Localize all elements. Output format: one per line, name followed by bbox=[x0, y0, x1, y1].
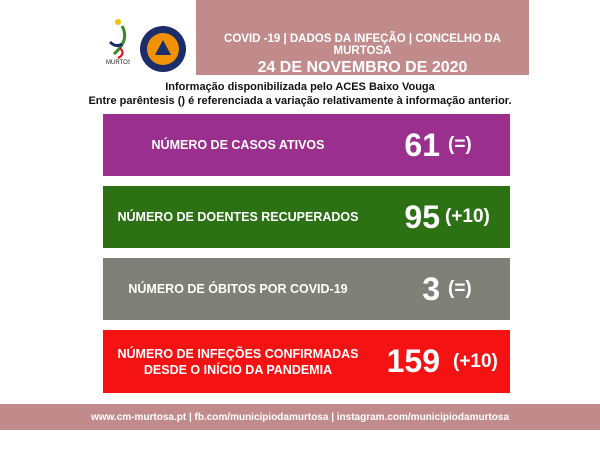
stat-active-cases: NÚMERO DE CASOS ATIVOS 61 (=) bbox=[103, 114, 510, 176]
info-source: Informação disponibilizada pelo ACES Bai… bbox=[165, 81, 435, 93]
stat-recovered: NÚMERO DE DOENTES RECUPERADOS 95 (+10) bbox=[103, 186, 510, 248]
stat-change: (=) bbox=[448, 278, 472, 299]
stat-change: (=) bbox=[448, 134, 472, 155]
stat-value: 3 bbox=[422, 270, 440, 307]
info-note: Entre parêntesis () é referenciada a var… bbox=[88, 95, 512, 107]
civil-protection-logo bbox=[140, 26, 186, 72]
info-text: Informação disponibilizada pelo ACES Bai… bbox=[0, 80, 600, 108]
stat-value: 95 bbox=[404, 198, 440, 235]
stat-label: NÚMERO DE ÓBITOS POR COVID-19 bbox=[128, 282, 348, 296]
murtosa-logo: MURTOSA bbox=[106, 19, 130, 66]
header-date: 24 DE NOVEMBRO DE 2020 bbox=[257, 59, 468, 76]
stat-deaths: NÚMERO DE ÓBITOS POR COVID-19 3 (=) bbox=[103, 258, 510, 320]
stat-change: (+10) bbox=[445, 206, 490, 227]
stat-change: (+10) bbox=[453, 350, 498, 372]
stat-value: 61 bbox=[404, 126, 440, 163]
svg-text:MURTOSA: MURTOSA bbox=[106, 60, 130, 66]
footer-links: www.cm-murtosa.pt | fb.com/municipiodamu… bbox=[0, 404, 600, 430]
header-title: COVID -19 | DADOS DA INFEÇÃO | CONCELHO … bbox=[224, 33, 501, 57]
stat-confirmed: NÚMERO DE INFEÇÕES CONFIRMADAS DESDE O I… bbox=[103, 330, 510, 393]
stat-value: 159 bbox=[386, 343, 440, 379]
stat-label: NÚMERO DE DOENTES RECUPERADOS bbox=[117, 210, 359, 224]
footer-text: www.cm-murtosa.pt | fb.com/municipiodamu… bbox=[90, 411, 510, 423]
stat-label: NÚMERO DE INFEÇÕES CONFIRMADAS DESDE O I… bbox=[117, 346, 359, 377]
header-banner: COVID -19 | DADOS DA INFEÇÃO | CONCELHO … bbox=[196, 0, 529, 76]
stat-label: NÚMERO DE CASOS ATIVOS bbox=[151, 138, 325, 152]
